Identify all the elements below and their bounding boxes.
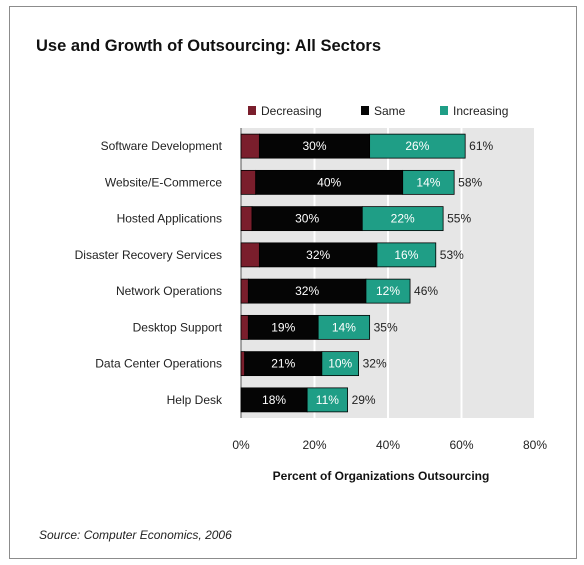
category-label: Desktop Support — [133, 320, 223, 334]
bar-increasing — [369, 133, 466, 159]
total-label: 55% — [447, 212, 471, 226]
data-label-same: 18% — [262, 393, 286, 407]
data-label-same: 30% — [302, 139, 326, 153]
x-tick-label: 80% — [523, 438, 547, 452]
data-label-increasing: 12% — [376, 284, 400, 298]
data-label-same: 21% — [271, 357, 295, 371]
bar-increasing — [376, 242, 437, 268]
bar-same — [247, 314, 319, 340]
legend-label-increasing: Increasing — [453, 104, 508, 118]
data-label-increasing: 22% — [391, 212, 415, 226]
data-label-increasing: 11% — [316, 393, 339, 407]
data-label-increasing: 26% — [405, 139, 429, 153]
bar-decreasing — [240, 351, 246, 377]
bar-decreasing — [240, 133, 260, 159]
category-label: Data Center Operations — [95, 357, 222, 371]
data-label-same: 30% — [295, 212, 319, 226]
x-axis-label: Percent of Organizations Outsourcing — [273, 469, 490, 483]
chart-title: Use and Growth of Outsourcing: All Secto… — [36, 37, 382, 55]
total-label: 61% — [469, 139, 493, 153]
total-label: 58% — [458, 175, 482, 189]
bar-decreasing — [240, 169, 257, 195]
bar-increasing — [361, 206, 444, 232]
data-label-same: 40% — [317, 175, 341, 189]
legend-swatch-decreasing — [248, 106, 256, 115]
legend-label-decreasing: Decreasing — [261, 104, 322, 118]
category-label: Hosted Applications — [117, 212, 222, 226]
data-label-same: 32% — [295, 284, 319, 298]
bar-decreasing — [240, 206, 253, 232]
category-label: Software Development — [101, 139, 223, 153]
data-label-increasing: 10% — [328, 357, 352, 371]
total-label: 29% — [352, 393, 376, 407]
bar-increasing — [365, 278, 411, 304]
bar-increasing — [317, 314, 371, 340]
data-label-increasing: 14% — [416, 175, 440, 189]
x-tick-label: 40% — [376, 438, 400, 452]
bar-decreasing — [240, 278, 249, 304]
bar-same — [240, 387, 308, 413]
total-label: 35% — [374, 320, 398, 334]
bar-increasing — [321, 351, 360, 377]
category-label: Website/E-Commerce — [105, 175, 222, 189]
total-label: 46% — [414, 284, 438, 298]
legend-swatch-increasing — [440, 106, 448, 115]
bar-same — [255, 169, 404, 195]
data-label-same: 32% — [306, 248, 330, 262]
bar-increasing — [402, 169, 455, 195]
legend-label-same: Same — [374, 104, 406, 118]
category-label: Disaster Recovery Services — [75, 248, 222, 262]
bar-decreasing — [240, 314, 249, 340]
x-tick-label: 20% — [302, 438, 326, 452]
bar-decreasing — [240, 242, 260, 268]
bar-increasing — [306, 387, 348, 413]
data-label-same: 19% — [271, 320, 295, 334]
data-label-increasing: 16% — [394, 248, 418, 262]
x-tick-label: 0% — [232, 438, 250, 452]
x-tick-label: 60% — [449, 438, 473, 452]
category-label: Help Desk — [167, 393, 223, 407]
legend-swatch-same — [361, 106, 369, 115]
category-label: Network Operations — [116, 284, 222, 298]
total-label: 32% — [363, 357, 387, 371]
source-note: Source: Computer Economics, 2006 — [39, 528, 232, 542]
bar-same — [258, 242, 378, 268]
total-label: 53% — [440, 248, 464, 262]
data-label-increasing: 14% — [332, 320, 356, 334]
bar-same — [244, 351, 323, 377]
